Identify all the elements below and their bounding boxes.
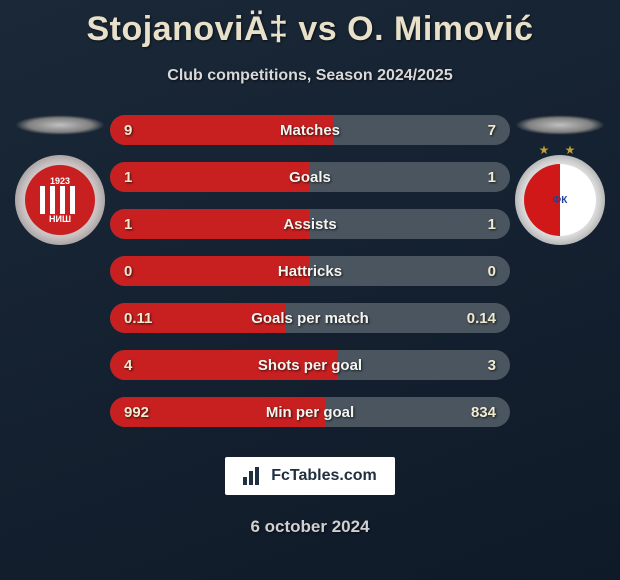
left-team-column: 1923 НИШ (10, 115, 110, 245)
stat-label: Shots per goal (170, 357, 450, 374)
stat-value-right: 1 (450, 169, 510, 186)
stat-row: 0.11Goals per match0.14 (110, 303, 510, 333)
stat-row: 1Goals1 (110, 162, 510, 192)
stat-label: Hattricks (170, 263, 450, 280)
stat-label: Min per goal (170, 404, 450, 421)
stat-value-left: 992 (110, 404, 170, 421)
stat-row: 992Min per goal834 (110, 397, 510, 427)
season-subtitle: Club competitions, Season 2024/2025 (0, 67, 620, 85)
left-badge-year: 1923 (50, 176, 70, 186)
stat-value-right: 3 (450, 357, 510, 374)
stat-row: 0Hattricks0 (110, 256, 510, 286)
left-badge-inner: 1923 НИШ (25, 165, 95, 235)
stat-value-left: 1 (110, 169, 170, 186)
stat-value-right: 0 (450, 263, 510, 280)
left-badge-text: НИШ (49, 214, 71, 224)
left-badge-stripes (40, 186, 80, 214)
chart-bars-icon (243, 467, 265, 485)
stat-row: 9Matches7 (110, 115, 510, 145)
stat-row: 1Assists1 (110, 209, 510, 239)
right-badge-text: ФК (553, 195, 568, 206)
badge-shadow-right (515, 115, 605, 135)
stat-value-left: 9 (110, 122, 170, 139)
stat-value-right: 1 (450, 216, 510, 233)
stat-label: Matches (170, 122, 450, 139)
stat-row: 4Shots per goal3 (110, 350, 510, 380)
stat-value-left: 0 (110, 263, 170, 280)
stat-label: Assists (170, 216, 450, 233)
footer-logo-text: FcTables.com (271, 467, 377, 485)
right-team-column: ★ ★ ФК (510, 115, 610, 245)
stats-container: 1923 НИШ 9Matches71Goals11Assists10Hattr… (0, 115, 620, 427)
stats-rows: 9Matches71Goals11Assists10Hattricks00.11… (110, 115, 510, 427)
right-badge-stars: ★ ★ (539, 143, 582, 157)
right-badge-inner: ФК (524, 164, 596, 236)
stat-value-right: 834 (450, 404, 510, 421)
footer-date: 6 october 2024 (0, 517, 620, 537)
stat-label: Goals per match (170, 310, 450, 327)
stat-label: Goals (170, 169, 450, 186)
stat-value-left: 1 (110, 216, 170, 233)
right-team-badge: ★ ★ ФК (515, 155, 605, 245)
badge-shadow-left (15, 115, 105, 135)
stat-value-right: 7 (450, 122, 510, 139)
stat-value-left: 0.11 (110, 310, 170, 327)
page-title: StojanoviÄ‡ vs O. Mimović (0, 0, 620, 49)
fctables-logo[interactable]: FcTables.com (225, 457, 395, 495)
left-team-badge: 1923 НИШ (15, 155, 105, 245)
stat-value-right: 0.14 (450, 310, 510, 327)
stat-value-left: 4 (110, 357, 170, 374)
